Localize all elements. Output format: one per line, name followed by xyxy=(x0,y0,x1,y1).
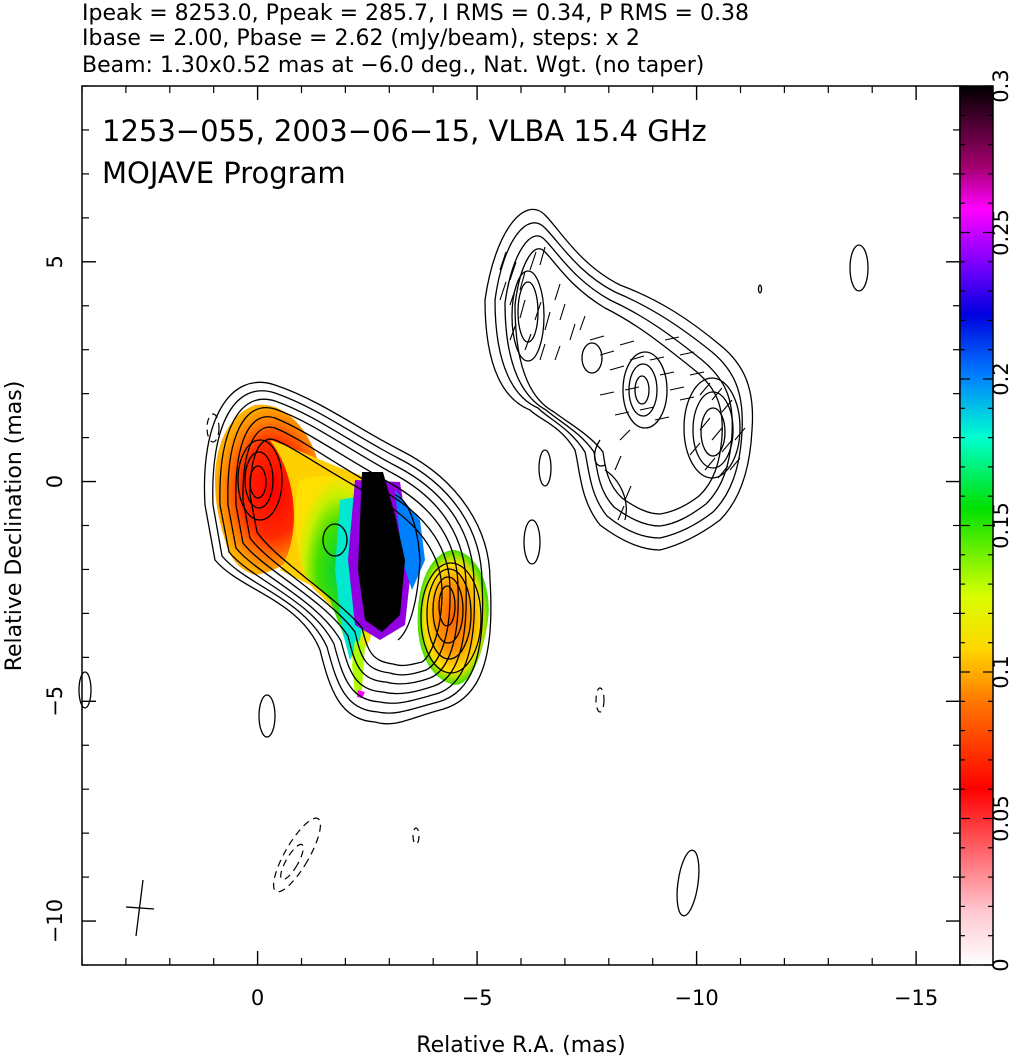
contour-outer xyxy=(203,381,492,725)
beam-marker xyxy=(125,879,155,937)
colorbar-ticks xyxy=(960,85,993,966)
y-axis-label: Relative Declination (mas) xyxy=(2,381,27,672)
contours xyxy=(78,208,869,917)
colorbar-tick-label: 0.15 xyxy=(989,502,1013,549)
colorbar-tick-label: 0.3 xyxy=(989,69,1013,102)
colorbar-tick-label: 0 xyxy=(989,958,1013,971)
colorbar-tick-label: 0.05 xyxy=(989,795,1013,842)
x-tick-label: 0 xyxy=(251,986,264,1010)
chart-title: 1253−055, 2003−06−15, VLBA 15.4 GHz xyxy=(102,114,707,148)
colorbar-tick-label: 0.1 xyxy=(989,655,1013,688)
y-tick-labels: 5 0 −5 −10 xyxy=(43,255,67,943)
x-axis-label: Relative R.A. (mas) xyxy=(416,1033,625,1058)
x-tick-label: −10 xyxy=(674,986,718,1010)
color-region-blue xyxy=(395,490,425,590)
negative-contours xyxy=(206,413,605,893)
colorbar-tick-labels: 0 0.05 0.1 0.15 0.2 0.25 0.3 xyxy=(989,69,1013,971)
header-line-2: Ibase = 2.00, Pbase = 2.62 (mJy/beam), s… xyxy=(82,26,640,51)
x-tick-label: −15 xyxy=(894,986,938,1010)
colorbar-tick-label: 0.25 xyxy=(989,209,1013,256)
chart-subtitle: MOJAVE Program xyxy=(102,156,346,190)
y-tick-label: −10 xyxy=(43,899,67,943)
header-line-1: Ipeak = 8253.0, Ppeak = 285.7, I RMS = 0… xyxy=(82,1,749,26)
color-region-speckle-2 xyxy=(357,690,365,698)
y-tick-label: 0 xyxy=(43,475,67,488)
x-tick-label: −5 xyxy=(462,986,493,1010)
minor-ticks xyxy=(81,85,961,966)
color-region-black xyxy=(358,472,405,632)
x-tick-labels: 0 −5 −10 −15 xyxy=(251,986,938,1010)
plot-area xyxy=(82,86,960,965)
colorbar-tick-label: 0.2 xyxy=(989,362,1013,395)
emission-layer xyxy=(78,208,869,937)
contour-nw-outer xyxy=(484,208,754,551)
header-line-3: Beam: 1.30x0.52 mas at −6.0 deg., Nat. W… xyxy=(82,53,704,78)
major-ticks xyxy=(82,86,960,965)
y-tick-label: −5 xyxy=(43,686,67,717)
y-tick-label: 5 xyxy=(43,255,67,268)
polarization-vectors xyxy=(499,246,746,521)
